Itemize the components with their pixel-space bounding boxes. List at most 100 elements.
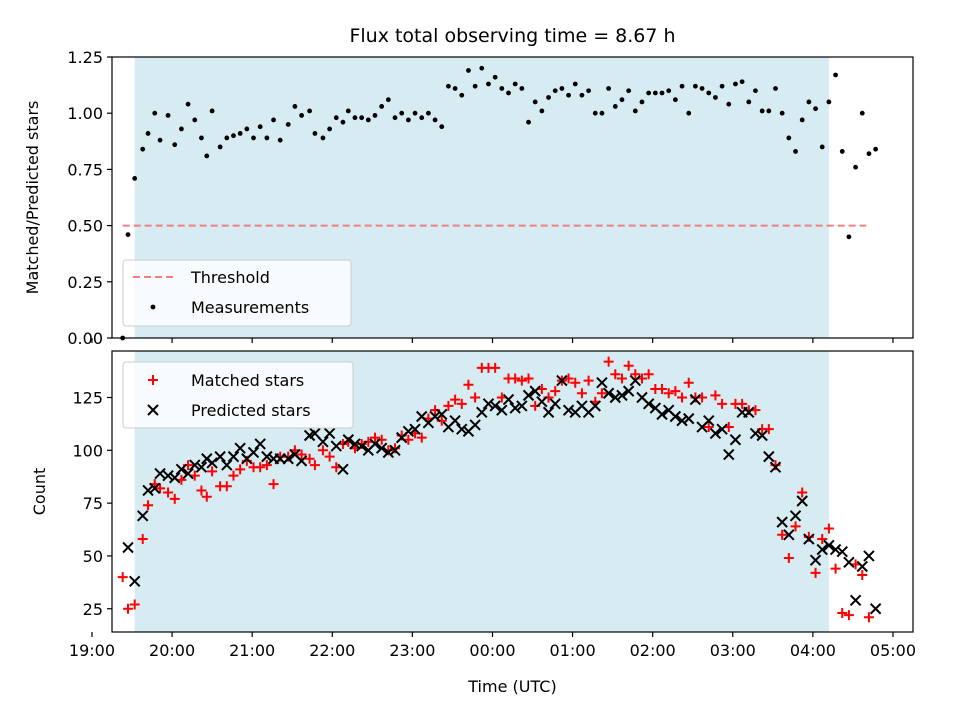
matched-point <box>717 398 728 409</box>
predicted-point <box>330 440 342 452</box>
matched-point <box>117 572 128 583</box>
measurement-point <box>312 131 318 136</box>
axes-frame <box>111 350 914 633</box>
predicted-point <box>502 393 515 406</box>
measurement-point <box>132 175 138 181</box>
predicted-point <box>221 459 233 471</box>
measurement-point <box>866 151 872 157</box>
measurement-point <box>713 95 718 100</box>
legend-predicted-label: Predicted stars <box>191 401 311 420</box>
legend-threshold-label: Threshold <box>190 268 270 287</box>
matched-point <box>643 369 654 380</box>
x-tick-label: 02:00 <box>630 641 676 660</box>
matched-point <box>510 373 521 384</box>
x-axis-label: Time (UTC) <box>467 677 556 696</box>
measurement-point <box>753 88 758 94</box>
measurement-point <box>299 113 304 118</box>
predicted-point <box>809 554 822 566</box>
predicted-point <box>429 410 441 423</box>
matched-point <box>817 534 828 545</box>
x-tick-label: 05:00 <box>870 641 916 660</box>
measurement-point <box>285 122 291 127</box>
x-tick-label: 20:00 <box>149 641 195 660</box>
measurement-point <box>165 113 171 118</box>
measurement-point <box>539 108 545 114</box>
measurement-point <box>833 72 838 78</box>
measurement-point <box>612 104 618 109</box>
legend-measurements-label: Measurements <box>191 298 309 317</box>
measurement-point <box>264 135 270 141</box>
legend-predicted-swatch <box>147 404 159 416</box>
predicted-point <box>683 412 695 425</box>
x-tick-label: 04:00 <box>790 641 836 660</box>
matched-point <box>463 379 474 390</box>
measurement-point <box>719 83 725 89</box>
measurement-point <box>632 108 638 114</box>
measurement-point <box>352 115 358 121</box>
matched-point <box>823 523 834 534</box>
matched-point <box>810 567 821 578</box>
predicted-point <box>369 438 381 450</box>
y-tick-label: 50 <box>83 547 103 566</box>
measurement-point <box>307 108 312 114</box>
predicted-point <box>375 442 388 454</box>
predicted-point <box>482 398 495 410</box>
predicted-point <box>823 539 835 552</box>
measurement-point <box>425 110 431 116</box>
matched-point <box>603 356 614 367</box>
measurement-point <box>759 108 765 114</box>
measurement-point <box>209 108 215 114</box>
matched-point <box>163 487 174 498</box>
measurement-point <box>185 101 191 107</box>
y-tick-label: 125 <box>72 388 103 407</box>
x-tick-label: 19:00 <box>69 641 115 660</box>
predicted-point <box>337 463 349 476</box>
measurement-point <box>446 83 451 89</box>
measurement-point <box>466 68 471 73</box>
matched-point <box>490 362 501 373</box>
predicted-point <box>295 455 308 467</box>
predicted-point <box>254 438 266 450</box>
measurement-point <box>192 117 198 123</box>
measurement-point <box>619 97 625 103</box>
measurement-point <box>204 153 210 159</box>
measurement-point <box>819 144 825 150</box>
measurement-point <box>145 131 151 136</box>
measurement-point <box>806 99 812 105</box>
matched-point <box>583 375 594 386</box>
predicted-point <box>589 400 601 412</box>
matched-point <box>790 521 801 532</box>
predicted-point <box>716 423 728 435</box>
matched-point <box>255 462 266 473</box>
predicted-point <box>602 387 615 399</box>
predicted-point <box>529 385 541 397</box>
matched-point <box>783 553 794 564</box>
predicted-point <box>863 550 875 562</box>
measurement-point <box>546 95 551 100</box>
predicted-point <box>622 385 635 397</box>
predicted-point <box>756 429 768 442</box>
legend-matched-label: Matched stars <box>191 371 304 390</box>
predicted-point <box>122 541 134 554</box>
matched-point <box>137 534 148 545</box>
predicted-point <box>723 448 735 461</box>
predicted-point <box>349 438 361 450</box>
measurement-point <box>419 115 425 121</box>
measurement-point <box>257 124 263 130</box>
predicted-point <box>629 374 642 387</box>
measurement-point <box>873 146 879 152</box>
matched-point <box>169 493 180 504</box>
matched-point <box>623 360 634 371</box>
panel-2: 25 50 75 100 125 19:00 20:00 21:00 22:00 23:00 00:… <box>30 350 916 696</box>
measurement-point <box>659 90 665 96</box>
measurement-point <box>779 110 785 116</box>
measurement-point <box>599 110 605 116</box>
measurement-point <box>244 126 250 132</box>
predicted-point <box>789 510 802 522</box>
predicted-point <box>549 398 561 410</box>
measurement-point <box>359 115 365 121</box>
measurement-point <box>140 146 146 152</box>
legend-matched-swatch <box>148 375 158 385</box>
matched-point <box>268 479 279 490</box>
